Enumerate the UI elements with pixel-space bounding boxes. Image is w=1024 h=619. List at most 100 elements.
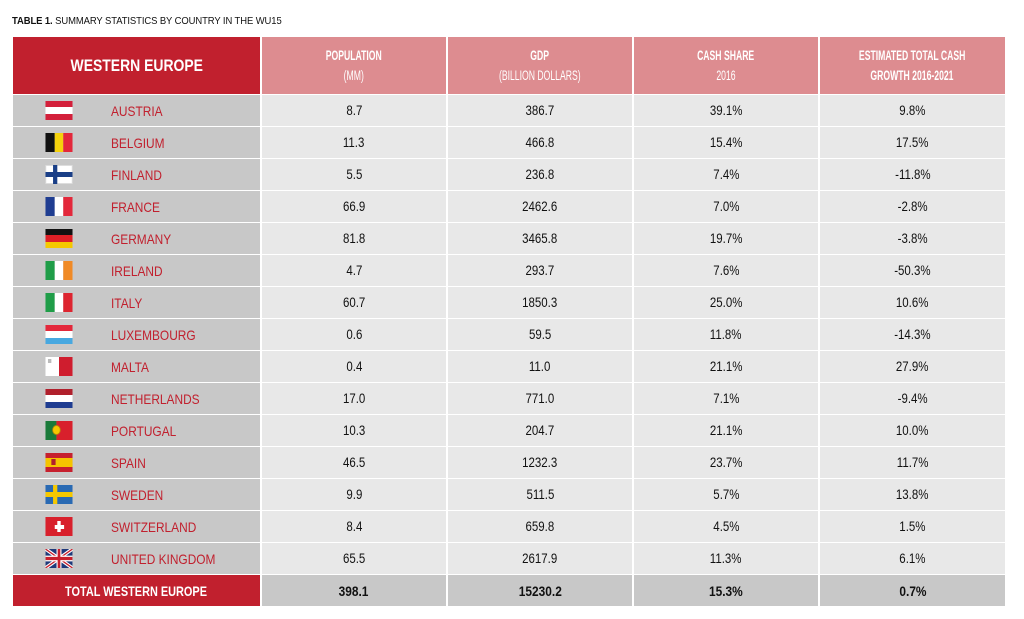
country-cell: BELGIUM <box>13 126 261 159</box>
gdp-cell: 11.0 <box>446 350 633 383</box>
table-row: IRELAND 4.7 293.7 7.6% -50.3% <box>13 254 1005 287</box>
summary-table: WESTERN EUROPE POPULATION (MM) GDP (BILLIO… <box>13 37 1005 606</box>
table-row: PORTUGAL 10.3 204.7 21.1% 10.0% <box>13 414 1005 447</box>
cash-share-cell: 4.5% <box>632 510 819 543</box>
country-cell: PORTUGAL <box>13 414 261 447</box>
table-row: SPAIN 46.5 1232.3 23.7% 11.7% <box>13 446 1005 479</box>
malta-flag <box>45 357 73 376</box>
gdp-cell: 1232.3 <box>446 446 633 479</box>
cash-share-header: CASH SHARE 2016 <box>632 37 819 95</box>
cash-share-cell: 39.1% <box>632 94 819 127</box>
population-cell: 8.4 <box>260 510 447 543</box>
country-cell: ITALY <box>13 286 261 319</box>
country-name: LUXEMBOURG <box>111 326 196 343</box>
cash-share-cell: 7.6% <box>632 254 819 287</box>
gdp-cell: 59.5 <box>446 318 633 351</box>
total-gdp: 15230.2 <box>446 574 633 606</box>
finland-flag <box>45 165 73 184</box>
table-row: ITALY 60.7 1850.3 25.0% 10.6% <box>13 286 1005 319</box>
country-cell: MALTA <box>13 350 261 383</box>
country-name: SWITZERLAND <box>111 518 197 535</box>
gdp-cell: 466.8 <box>446 126 633 159</box>
table-row: BELGIUM 11.3 466.8 15.4% 17.5% <box>13 126 1005 159</box>
belgium-flag <box>45 133 73 152</box>
gdp-cell: 204.7 <box>446 414 633 447</box>
population-cell: 65.5 <box>260 542 447 575</box>
gdp-cell: 236.8 <box>446 158 633 191</box>
country-name: NETHERLANDS <box>111 390 200 407</box>
population-cell: 81.8 <box>260 222 447 255</box>
table-header-row: WESTERN EUROPE POPULATION (MM) GDP (BILLIO… <box>13 37 1005 95</box>
population-cell: 9.9 <box>260 478 447 511</box>
total-growth: 0.7% <box>818 574 1005 606</box>
growth-cell: -9.4% <box>818 382 1005 415</box>
table-row: SWITZERLAND 8.4 659.8 4.5% 1.5% <box>13 510 1005 543</box>
sweden-flag <box>45 485 73 504</box>
population-cell: 11.3 <box>260 126 447 159</box>
table-caption: TABLE 1. SUMMARY STATISTICS BY COUNTRY I… <box>12 12 282 30</box>
germany-flag <box>45 229 73 248</box>
country-cell: GERMANY <box>13 222 261 255</box>
country-cell: UNITED KINGDOM <box>13 542 261 575</box>
table-row: UNITED KINGDOM 65.5 2617.9 11.3% 6.1% <box>13 542 1005 575</box>
population-cell: 0.4 <box>260 350 447 383</box>
united-kingdom-flag <box>45 549 73 568</box>
growth-cell: -3.8% <box>818 222 1005 255</box>
population-cell: 0.6 <box>260 318 447 351</box>
population-cell: 60.7 <box>260 286 447 319</box>
growth-cell: 10.0% <box>818 414 1005 447</box>
population-cell: 66.9 <box>260 190 447 223</box>
country-cell: NETHERLANDS <box>13 382 261 415</box>
total-population: 398.1 <box>260 574 447 606</box>
population-cell: 8.7 <box>260 94 447 127</box>
country-name: SPAIN <box>111 454 146 471</box>
ireland-flag <box>45 261 73 280</box>
luxembourg-flag <box>45 325 73 344</box>
growth-header: ESTIMATED TOTAL CASH GROWTH 2016-2021 <box>818 37 1005 95</box>
growth-cell: -50.3% <box>818 254 1005 287</box>
growth-cell: -14.3% <box>818 318 1005 351</box>
population-cell: 10.3 <box>260 414 447 447</box>
population-cell: 5.5 <box>260 158 447 191</box>
gdp-header: GDP (BILLION DOLLARS) <box>446 37 633 95</box>
cash-share-cell: 7.4% <box>632 158 819 191</box>
country-name: PORTUGAL <box>111 422 177 439</box>
growth-cell: -2.8% <box>818 190 1005 223</box>
gdp-cell: 771.0 <box>446 382 633 415</box>
country-cell: AUSTRIA <box>13 94 261 127</box>
austria-flag <box>45 101 73 120</box>
table-row: LUXEMBOURG 0.6 59.5 11.8% -14.3% <box>13 318 1005 351</box>
cash-share-cell: 5.7% <box>632 478 819 511</box>
country-cell: SWEDEN <box>13 478 261 511</box>
portugal-flag <box>45 421 73 440</box>
table-row: SWEDEN 9.9 511.5 5.7% 13.8% <box>13 478 1005 511</box>
growth-cell: 11.7% <box>818 446 1005 479</box>
cash-share-cell: 21.1% <box>632 414 819 447</box>
total-row: TOTAL WESTERN EUROPE 398.1 15230.2 15.3%… <box>13 574 1005 606</box>
caption-text: SUMMARY STATISTICS BY COUNTRY IN THE WU1… <box>55 15 282 27</box>
spain-flag <box>45 453 73 472</box>
cash-share-cell: 7.1% <box>632 382 819 415</box>
table-row: AUSTRIA 8.7 386.7 39.1% 9.8% <box>13 94 1005 127</box>
region-header: WESTERN EUROPE <box>13 37 261 95</box>
population-cell: 4.7 <box>260 254 447 287</box>
cash-share-cell: 25.0% <box>632 286 819 319</box>
country-name: BELGIUM <box>111 134 165 151</box>
cash-share-cell: 7.0% <box>632 190 819 223</box>
table-row: GERMANY 81.8 3465.8 19.7% -3.8% <box>13 222 1005 255</box>
caption-prefix: TABLE 1. <box>12 15 53 27</box>
growth-cell: -11.8% <box>818 158 1005 191</box>
italy-flag <box>45 293 73 312</box>
growth-cell: 6.1% <box>818 542 1005 575</box>
total-label: TOTAL WESTERN EUROPE <box>13 574 261 606</box>
country-name: SWEDEN <box>111 486 164 503</box>
population-cell: 46.5 <box>260 446 447 479</box>
table-row: NETHERLANDS 17.0 771.0 7.1% -9.4% <box>13 382 1005 415</box>
country-cell: FINLAND <box>13 158 261 191</box>
country-name: IRELAND <box>111 262 163 279</box>
cash-share-cell: 15.4% <box>632 126 819 159</box>
gdp-cell: 1850.3 <box>446 286 633 319</box>
cash-share-cell: 19.7% <box>632 222 819 255</box>
country-cell: LUXEMBOURG <box>13 318 261 351</box>
gdp-cell: 293.7 <box>446 254 633 287</box>
